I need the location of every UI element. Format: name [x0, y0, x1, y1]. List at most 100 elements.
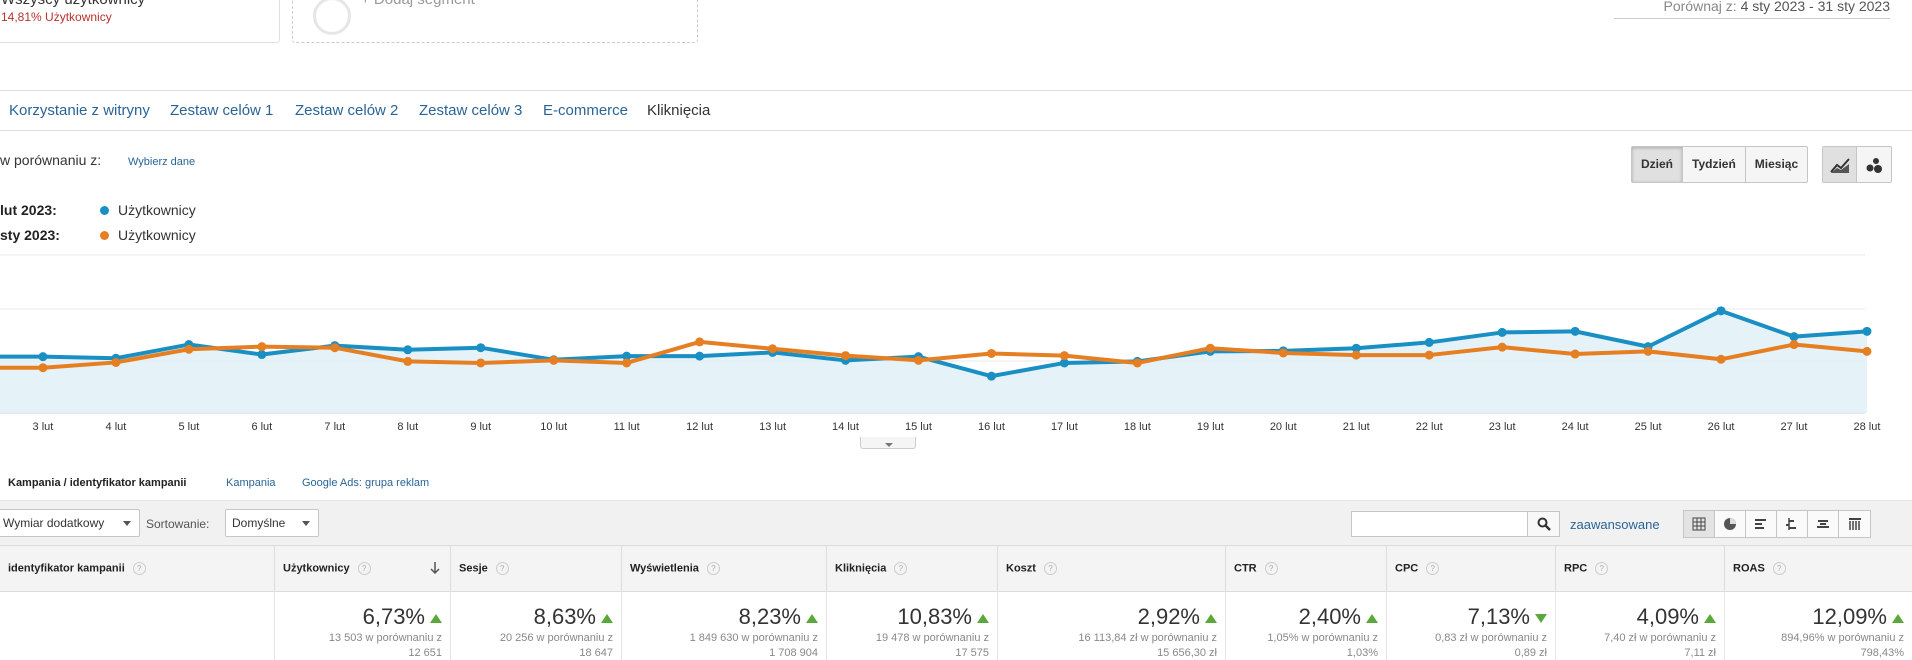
- totals-cell-sessions: 8,63% 20 256 w porównaniu z 18 647: [450, 592, 621, 660]
- help-icon[interactable]: ?: [1772, 562, 1786, 575]
- totals-compare: 16 113,84 zł w porównaniu z: [1078, 632, 1217, 644]
- help-icon[interactable]: ?: [1426, 562, 1440, 575]
- tab-goal-set-3[interactable]: Zestaw celów 3: [419, 102, 523, 119]
- series-point-1: [1059, 351, 1069, 361]
- series-point-0: [1424, 337, 1434, 347]
- totals-label-cell: [0, 592, 274, 660]
- totals-change: 2,40%: [1298, 604, 1361, 629]
- advanced-filter-link[interactable]: zaawansowane: [1570, 517, 1660, 532]
- series-point-1: [1278, 348, 1288, 358]
- help-icon[interactable]: ?: [1264, 562, 1278, 575]
- help-icon[interactable]: ?: [894, 562, 908, 575]
- help-icon[interactable]: ?: [1595, 562, 1609, 575]
- totals-compare-value: 798,43%: [1860, 647, 1904, 659]
- x-tick-label: 23 lut: [1489, 421, 1516, 433]
- x-tick-label: 4 lut: [106, 421, 127, 433]
- col-header-cpc[interactable]: CPC?: [1386, 546, 1555, 592]
- col-header-rpc[interactable]: RPC?: [1555, 546, 1724, 592]
- col-header-cost[interactable]: Koszt?: [997, 546, 1225, 592]
- x-tick-label: 26 lut: [1708, 421, 1735, 433]
- series-point-0: [1351, 343, 1361, 353]
- pie-view-icon[interactable]: [1715, 511, 1746, 537]
- compare-label: Porównaj z:: [1663, 0, 1737, 14]
- series-point-1: [1424, 350, 1434, 360]
- series-point-1: [1205, 343, 1215, 353]
- select-metric-link[interactable]: Wybierz dane: [128, 156, 196, 168]
- tab-site-usage[interactable]: Korzystanie z witryny: [9, 102, 150, 119]
- series-point-1: [1789, 340, 1799, 350]
- col-header-ctr[interactable]: CTR?: [1225, 546, 1386, 592]
- grid-view-icon[interactable]: [1684, 511, 1715, 537]
- totals-change: 4,09%: [1636, 604, 1699, 629]
- totals-compare-value: 18 647: [579, 647, 613, 659]
- help-icon[interactable]: ?: [357, 562, 371, 575]
- x-tick-label: 12 lut: [686, 421, 713, 433]
- add-segment-card[interactable]: + Dodaj segment: [292, 0, 698, 43]
- dimension-ads-group[interactable]: Google Ads: grupa reklam: [302, 477, 430, 489]
- legend-dot-icon: [100, 206, 109, 215]
- sort-select[interactable]: Domyślne: [225, 509, 319, 537]
- segment-card-all-users[interactable]: Wszyscy użytkownicy 14,81% Użytkownicy: [0, 0, 280, 43]
- series-point-0: [1862, 326, 1872, 336]
- col-header-users[interactable]: Użytkownicy?: [274, 546, 450, 592]
- search-icon[interactable]: [1528, 511, 1560, 537]
- help-icon[interactable]: ?: [1043, 562, 1057, 575]
- arrow-up-icon: [806, 613, 818, 623]
- totals-change: 10,83%: [897, 604, 972, 629]
- tab-goal-set-1[interactable]: Zestaw celów 1: [170, 102, 274, 119]
- totals-compare: 20 256 w porównaniu z: [499, 632, 613, 644]
- series-point-0: [622, 351, 632, 361]
- table-totals-row: 6,73% 13 503 w porównaniu z 12 651 8,63%…: [0, 592, 1912, 660]
- secondary-dimension-label: Wymiar dodatkowy: [3, 516, 105, 530]
- collapse-chart-handle[interactable]: [860, 437, 916, 449]
- tab-goal-set-2[interactable]: Zestaw celów 2: [295, 102, 399, 119]
- totals-compare: 13 503 w porównaniu z: [328, 632, 442, 644]
- x-tick-label: 28 lut: [1853, 421, 1880, 433]
- col-header-label: Wyświetlenia: [630, 562, 699, 575]
- arrow-up-icon: [1892, 613, 1904, 623]
- col-header-clicks[interactable]: Kliknięcia?: [826, 546, 997, 592]
- x-tick-label: 14 lut: [832, 421, 859, 433]
- x-tick-label: 25 lut: [1635, 421, 1662, 433]
- period-day-button[interactable]: Dzień: [1632, 147, 1684, 182]
- help-icon[interactable]: ?: [706, 562, 720, 575]
- comparison-view-icon[interactable]: [1777, 511, 1808, 537]
- line-chart-icon[interactable]: [1823, 147, 1857, 182]
- performance-view-icon[interactable]: [1746, 511, 1777, 537]
- help-icon[interactable]: ?: [132, 562, 146, 575]
- secondary-dimension-select[interactable]: Wymiar dodatkowy: [0, 509, 140, 537]
- series-point-1: [695, 337, 705, 347]
- series-point-1: [38, 363, 48, 373]
- series-point-1: [1862, 346, 1872, 356]
- motion-chart-icon[interactable]: [1857, 147, 1891, 182]
- arrow-up-icon: [1366, 613, 1378, 623]
- date-range-compare[interactable]: Porównaj z: 4 sty 2023 - 31 sty 2023: [1614, 0, 1890, 19]
- totals-cell-clicks: 10,83% 19 478 w porównaniu z 17 575: [826, 592, 997, 660]
- totals-cell-cpc: 7,13% 0,83 zł w porównaniu z 0,89 zł: [1386, 592, 1555, 660]
- legend-date: lut 2023:: [0, 202, 57, 218]
- segment-name: Wszyscy użytkownicy: [1, 0, 145, 8]
- tab-clicks[interactable]: Kliknięcia: [647, 102, 711, 119]
- term-cloud-icon[interactable]: [1808, 511, 1839, 537]
- x-tick-label: 24 lut: [1562, 421, 1589, 433]
- col-header-impressions[interactable]: Wyświetlenia?: [621, 546, 826, 592]
- legend-dot-icon: [100, 231, 109, 240]
- totals-cell-users: 6,73% 13 503 w porównaniu z 12 651: [274, 592, 450, 660]
- series-point-1: [1497, 342, 1507, 352]
- x-tick-label: 6 lut: [251, 421, 272, 433]
- dimension-campaign[interactable]: Kampania: [226, 477, 276, 489]
- tab-ecommerce[interactable]: E-commerce: [543, 102, 629, 119]
- col-header-sessions[interactable]: Sesje?: [450, 546, 621, 592]
- help-icon[interactable]: ?: [495, 562, 509, 575]
- col-header-campaign-id[interactable]: identyfikator kampanii?: [0, 546, 274, 592]
- col-header-roas[interactable]: ROAS?: [1724, 546, 1912, 592]
- totals-compare-value: 7,11 zł: [1684, 647, 1716, 659]
- table-search-input[interactable]: [1351, 511, 1528, 537]
- pivot-view-icon[interactable]: [1839, 511, 1870, 537]
- series-point-1: [986, 348, 996, 358]
- period-month-button[interactable]: Miesiąc: [1754, 157, 1799, 171]
- totals-change: 8,23%: [738, 604, 801, 629]
- period-week-button[interactable]: Tydzień: [1683, 147, 1746, 182]
- series-point-1: [330, 343, 340, 353]
- totals-cell-impressions: 8,23% 1 849 630 w porównaniu z 1 708 904: [621, 592, 826, 660]
